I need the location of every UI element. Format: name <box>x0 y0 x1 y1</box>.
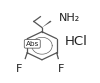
Text: NH₂: NH₂ <box>59 13 80 23</box>
Text: Abs: Abs <box>26 41 39 47</box>
Text: F: F <box>58 64 64 74</box>
Text: F: F <box>16 64 22 74</box>
Polygon shape <box>42 21 52 28</box>
Text: HCl: HCl <box>65 35 88 48</box>
